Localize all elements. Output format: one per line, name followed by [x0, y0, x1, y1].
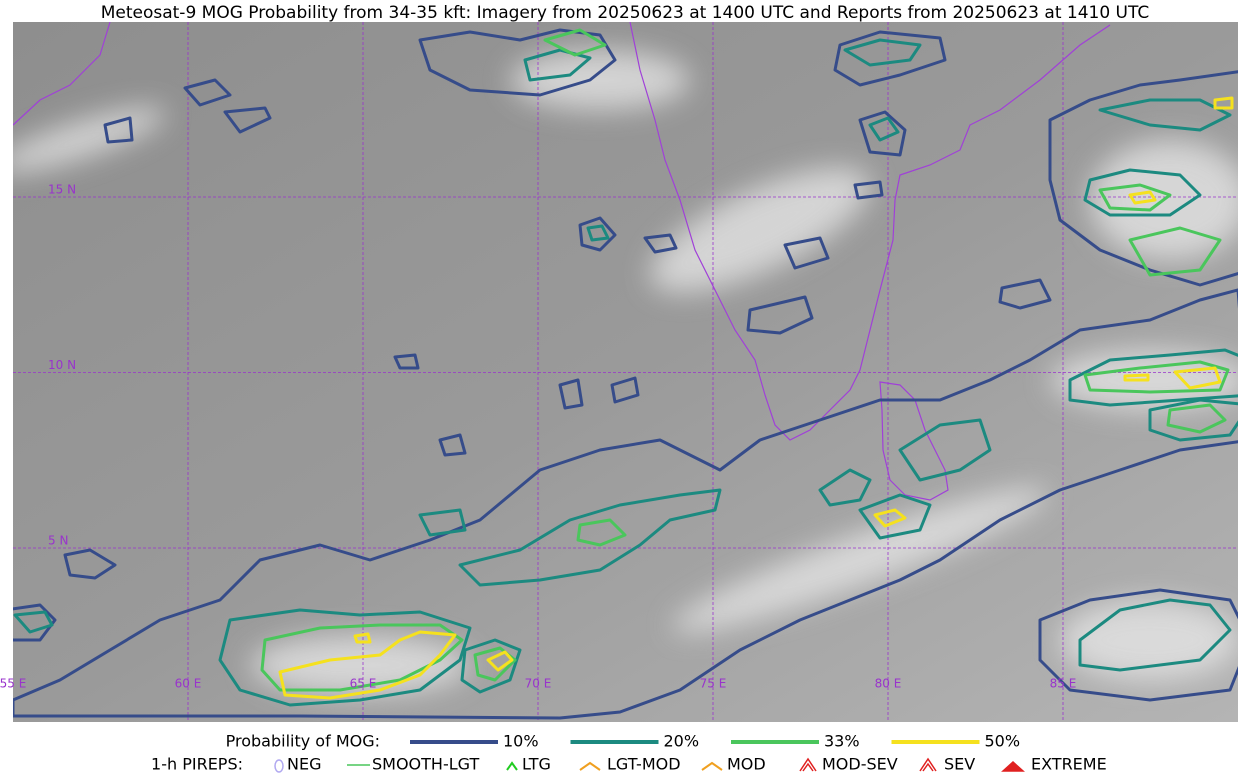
contour [1173, 366, 1222, 390]
legend-label: NEG [287, 755, 321, 774]
satellite-image [13, 22, 1238, 722]
contour [473, 646, 517, 682]
pirep-icons [274, 757, 1025, 773]
contour [858, 110, 907, 157]
legend-label: EXTREME [1031, 755, 1107, 774]
contour [393, 353, 420, 370]
contour [610, 376, 640, 404]
contour [898, 418, 992, 482]
lat-label: 15 N [48, 183, 76, 197]
legend-title: 1-h PIREPS: [151, 755, 243, 774]
contour [418, 28, 617, 97]
contour [1068, 348, 1238, 407]
contour [486, 650, 514, 672]
contour [13, 288, 1238, 720]
legend-label: LGT-MOD [607, 755, 681, 774]
graticule [13, 22, 1238, 722]
graticule-labels: 15 N 10 N 5 N 55 E 60 E 65 E 70 E 75 E 80 E 85 E [0, 183, 1076, 691]
contour [1038, 588, 1238, 702]
contour [460, 638, 522, 694]
contour [858, 493, 932, 540]
contour [868, 116, 900, 142]
lon-label: 70 E [525, 677, 552, 691]
mod-sev-icon [799, 757, 817, 772]
legend-label: LTG [522, 755, 551, 774]
contour [458, 488, 722, 587]
contour [278, 630, 457, 700]
legend-title: Probability of MOG: [226, 732, 380, 751]
legend-label: 20% [664, 732, 700, 751]
contour [1128, 226, 1222, 277]
contour [1128, 190, 1157, 205]
map [13, 22, 1238, 722]
coastlines [13, 22, 1111, 501]
contour [438, 433, 467, 457]
contour [13, 610, 54, 634]
contour [1083, 168, 1202, 217]
contour [63, 548, 117, 580]
contour [576, 518, 627, 547]
contour [1148, 398, 1238, 442]
contour [218, 608, 472, 707]
legend-label: SMOOTH-LGT [372, 755, 479, 774]
contour [1098, 183, 1172, 212]
contour [13, 603, 57, 642]
legend-label: MOD [727, 755, 766, 774]
lon-label: 75 E [700, 677, 727, 691]
contour [260, 623, 464, 692]
lon-label: 65 E [350, 677, 377, 691]
lat-label: 5 N [48, 534, 68, 548]
contour [1083, 360, 1230, 394]
neg-icon [274, 759, 284, 773]
contour [643, 233, 678, 254]
contour [103, 116, 134, 144]
contour [223, 106, 272, 134]
contour [1098, 98, 1232, 132]
coastline [879, 381, 949, 501]
contour [746, 295, 814, 335]
legend-label: 50% [985, 732, 1021, 751]
lon-label: 60 E [175, 677, 202, 691]
sev-icon [919, 757, 937, 772]
probability-legend: Probability of MOG: 10% 20% 33% 50% [226, 732, 1020, 751]
contour [833, 30, 947, 87]
legend-label: SEV [944, 755, 975, 774]
extreme-icon [1001, 760, 1025, 772]
legend-label: 10% [503, 732, 539, 751]
contour [1078, 598, 1232, 672]
contour [1213, 96, 1234, 110]
contour [183, 78, 232, 107]
lon-label: 80 E [875, 677, 902, 691]
contour [873, 508, 907, 528]
ltg-icon [506, 761, 518, 771]
contour [1166, 403, 1227, 434]
contour [1123, 373, 1150, 382]
contour [783, 236, 830, 270]
contour [818, 468, 872, 507]
contour [843, 38, 922, 67]
contour [558, 378, 584, 410]
lon-label: 85 E [1050, 677, 1077, 691]
contour [1048, 70, 1238, 287]
contour [998, 278, 1052, 310]
legend-label: 33% [824, 732, 860, 751]
contour [853, 180, 884, 200]
pirep-legend: 1-h PIREPS: NEG SMOOTH-LGT LTG LGT-MOD MOD MO… [151, 755, 1107, 774]
contour [578, 216, 617, 252]
lat-label: 10 N [48, 358, 76, 372]
contour [586, 224, 610, 242]
contour [543, 28, 607, 57]
coastline [629, 22, 1111, 441]
contour [353, 632, 372, 644]
lgt-mod-icon [579, 761, 601, 771]
contour [523, 48, 592, 82]
title: Meteosat-9 MOG Probability from 34-35 kf… [101, 3, 1150, 23]
lon-label: 55 E [0, 677, 26, 691]
probability-contours [13, 28, 1238, 720]
legend-label: MOD-SEV [822, 755, 898, 774]
coastline [13, 22, 111, 126]
contour [418, 508, 467, 537]
mod-icon [701, 761, 723, 771]
